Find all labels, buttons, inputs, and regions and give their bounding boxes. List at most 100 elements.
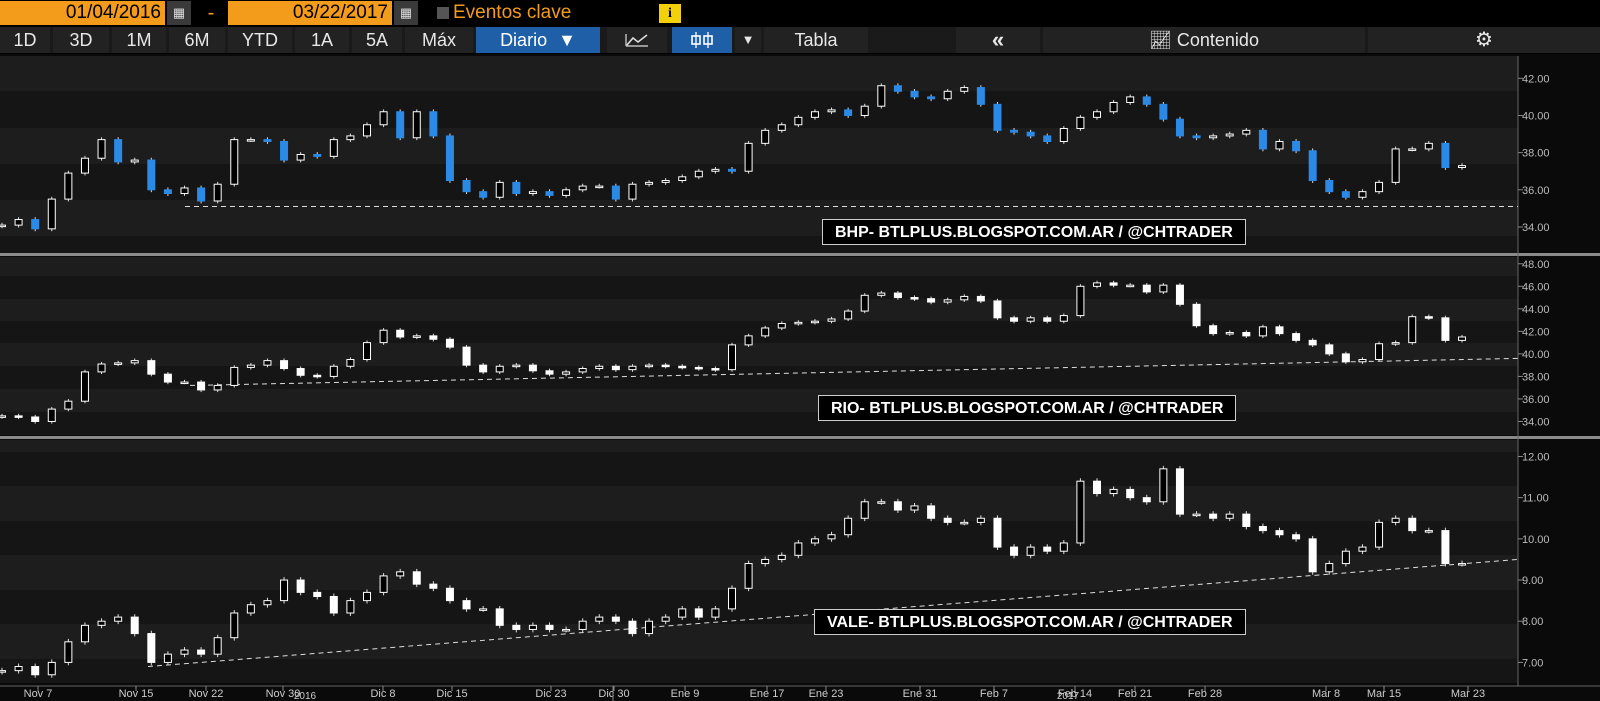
rio-y-tick-label: 44.00 <box>1522 304 1550 316</box>
rio-candle <box>462 346 471 366</box>
vale-candle <box>1209 513 1218 519</box>
collapse-back-button[interactable]: « <box>956 27 1040 53</box>
tab-range-1m[interactable]: 1M <box>112 27 166 53</box>
bhp-candle <box>1258 129 1267 150</box>
rio-candle <box>1308 339 1317 346</box>
bhp-candle <box>1010 129 1019 133</box>
bhp-candle <box>379 111 388 126</box>
rio-candle <box>645 364 654 368</box>
vale-candle <box>429 583 438 589</box>
rio-candle <box>180 381 189 385</box>
bhp-candle <box>893 85 902 92</box>
vale-candle <box>678 608 687 618</box>
bhp-candle <box>1142 96 1151 105</box>
rio-candle <box>47 408 56 422</box>
rio-candle <box>562 371 571 375</box>
rio-candle <box>711 368 720 371</box>
vale-candle <box>777 554 786 560</box>
x-tick-label: Nov 22 <box>189 688 224 700</box>
rio-candle <box>976 295 985 302</box>
rio-candle <box>429 335 438 340</box>
rio-candle <box>379 329 388 344</box>
calendar-icon[interactable]: ▦ <box>167 1 191 25</box>
rio-candle <box>412 335 421 338</box>
x-tick-label: Ene 31 <box>903 688 938 700</box>
rio-candle <box>495 365 504 373</box>
vale-candle <box>1441 530 1450 565</box>
vale-grid-band <box>0 486 1518 521</box>
x-tick-label: Feb 7 <box>980 688 1008 700</box>
vale-candle <box>1458 563 1466 566</box>
candlestick-icon[interactable] <box>672 27 732 53</box>
vale-candle <box>1242 513 1251 527</box>
tab-range-ytd[interactable]: YTD <box>228 27 292 53</box>
content-button[interactable]: 📈︎ Contenido <box>1043 27 1365 53</box>
content-chart-icon: 📈︎ <box>1149 30 1172 50</box>
vale-candle <box>794 542 803 556</box>
tab-range-6m[interactable]: 6M <box>169 27 225 53</box>
rio-candle <box>1441 317 1450 341</box>
vale-grid-band <box>0 440 1518 452</box>
tab-range-1a[interactable]: 1A <box>295 27 349 53</box>
vale-candle <box>943 517 952 523</box>
vale-candle <box>1408 517 1417 532</box>
tab-range-3d[interactable]: 3D <box>53 27 109 53</box>
chart-type-dropdown-icon[interactable]: ▼ <box>735 27 761 53</box>
bhp-candle <box>528 191 537 195</box>
vale-candle <box>611 616 620 622</box>
bhp-candle <box>1225 133 1234 137</box>
bhp-candle <box>976 87 985 105</box>
vale-candle <box>661 616 670 622</box>
rio-candle <box>810 320 819 324</box>
tab-range-max[interactable]: Máx <box>405 27 473 53</box>
rio-candle <box>97 363 106 373</box>
vale-candle <box>1308 538 1317 573</box>
rio-candle <box>147 360 156 375</box>
rio-candle <box>1093 282 1101 287</box>
tab-range-1d[interactable]: 1D <box>0 27 50 53</box>
vale-candle <box>64 641 73 663</box>
vale-candle <box>31 666 40 676</box>
rio-candle <box>163 373 172 383</box>
rio-candle <box>280 360 289 370</box>
gear-icon[interactable]: ⚙ <box>1368 27 1600 53</box>
vale-candle <box>645 620 654 635</box>
bhp-candle <box>412 111 421 139</box>
bhp-candle <box>0 224 6 228</box>
events-checkbox[interactable] <box>437 7 449 19</box>
rio-candle <box>1358 359 1367 363</box>
x-tick-label: Dic 30 <box>598 688 629 700</box>
info-icon[interactable]: i <box>659 4 681 23</box>
bhp-candle <box>810 111 819 118</box>
vale-candle <box>363 591 371 602</box>
line-chart-icon[interactable] <box>607 27 667 53</box>
bhp-candle <box>877 85 886 107</box>
rio-candle <box>1275 326 1284 335</box>
end-date-field[interactable]: 03/22/2017 <box>228 1 392 25</box>
vale-candle <box>197 649 206 655</box>
bhp-candle <box>1441 142 1450 169</box>
vale-candle <box>1391 517 1400 523</box>
vale-y-tick-label: 11.00 <box>1522 493 1549 505</box>
tab-range-5a[interactable]: 5A <box>352 27 402 53</box>
vale-candle <box>1010 546 1019 556</box>
x-tick-label: Feb 21 <box>1118 688 1152 700</box>
bhp-candle <box>1292 140 1301 152</box>
rio-grid-band <box>0 257 1518 276</box>
vale-candle <box>810 538 819 544</box>
start-date-field[interactable]: 01/04/2016 <box>0 1 165 25</box>
rio-candle <box>1059 315 1068 322</box>
x-tick-label: Ene 9 <box>671 688 700 700</box>
vale-candle <box>860 501 869 519</box>
bhp-candle <box>1043 135 1052 142</box>
calendar-icon[interactable]: ▦ <box>394 1 418 25</box>
interval-dropdown[interactable]: Diario ▼ <box>476 27 600 53</box>
bhp-candle <box>1126 96 1135 103</box>
bhp-candle <box>14 219 23 226</box>
rio-candle <box>844 310 853 320</box>
rio-candle <box>877 292 886 296</box>
table-tab[interactable]: Tabla <box>764 27 868 53</box>
bhp-candle <box>1059 127 1068 142</box>
vale-candle <box>379 575 388 593</box>
